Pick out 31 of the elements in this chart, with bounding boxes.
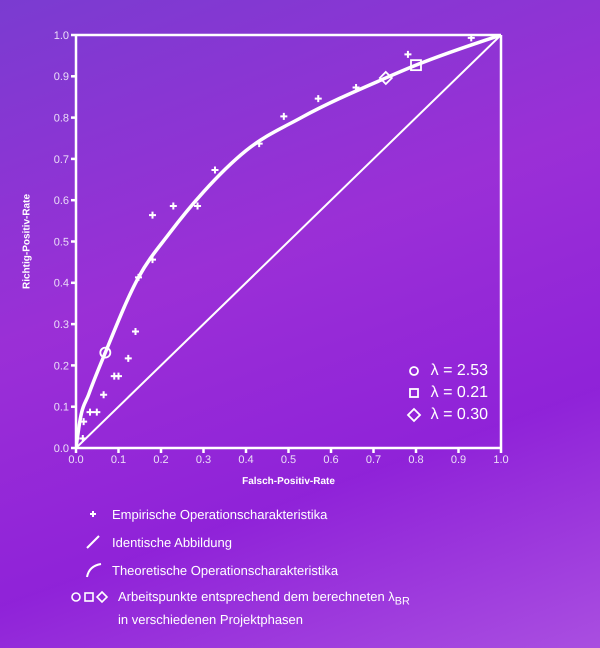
legend-label: λ = 0.21 (430, 384, 488, 402)
x-tick-label: 0.6 (323, 454, 339, 466)
x-tick-label: 0.1 (110, 454, 126, 466)
y-axis-title: Richtig-Positiv-Rate (22, 194, 33, 290)
x-tick-label: 1.0 (493, 454, 509, 466)
y-tick-label: 0.4 (54, 278, 69, 290)
legend-label: λ = 2.53 (430, 362, 488, 380)
y-tick-label: 0.1 (54, 402, 69, 414)
x-tick-label: 0.7 (366, 454, 382, 466)
y-tick-label: 0.9 (54, 71, 69, 84)
y-tick-label: 0.7 (54, 154, 69, 166)
x-tick-label: 0.3 (196, 454, 212, 466)
y-tick-label: 0.2 (54, 360, 69, 372)
legend-label: Theoretische Operationscharakteristika (112, 562, 338, 578)
x-tick-label: 0.4 (238, 454, 254, 466)
y-tick-label: 1.0 (54, 30, 69, 42)
text: Arbeitspunkte entsprechend dem berechneten λ$_{BR}$ in verschiedenen Projektphasen (118, 589, 410, 627)
x-axis-title: Falsch-Positiv-Rate (242, 476, 336, 487)
x-tick-label: 0.9 (450, 454, 466, 466)
y-tick-label: 0.8 (54, 112, 69, 125)
y-tick-label: 0.3 (54, 319, 69, 332)
x-tick-label: 0.2 (153, 454, 169, 466)
y-tick-label: 0.0 (54, 442, 69, 455)
legend-label: λ = 0.30 (430, 406, 488, 424)
x-tick-label: 0.8 (408, 454, 424, 466)
legend-label: Identische Abbildung (112, 534, 232, 550)
y-tick-label: 0.6 (54, 195, 69, 208)
x-tick-label: 0.0 (68, 454, 84, 466)
x-tick-label: 0.5 (280, 454, 296, 466)
legend-label: Empirische Operationscharakteristika (112, 506, 328, 522)
y-tick-label: 0.5 (54, 236, 69, 248)
